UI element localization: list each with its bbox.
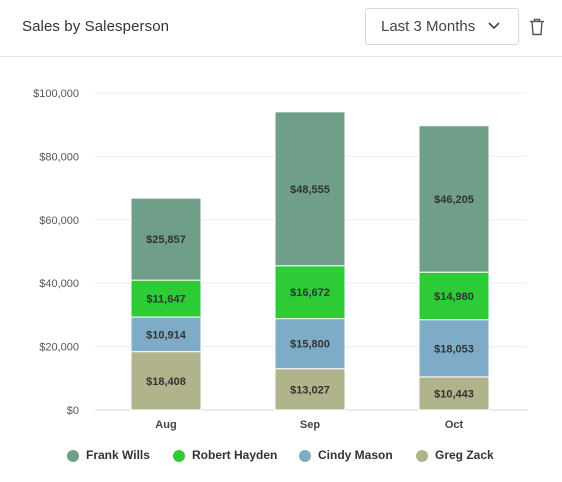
stacked-bar-chart: $0 $20,000 $40,000 $60,000 $80,000 $100,000 $1… [33, 88, 527, 431]
trash-icon[interactable] [529, 18, 545, 36]
bar-value-label: $16,672 [290, 287, 330, 299]
chart-legend: Frank Wills Robert Hayden Cindy Mason Greg … [0, 447, 562, 467]
legend-swatch [67, 450, 79, 462]
bar-segment [274, 265, 346, 320]
bar-value-label: $48,555 [290, 184, 330, 196]
y-tick-label: $40,000 [39, 278, 79, 290]
legend-label: Greg Zack [435, 448, 494, 462]
legend-swatch [173, 450, 185, 462]
bar-segment [130, 279, 202, 318]
x-category-label: Aug [155, 419, 176, 431]
bar-value-label: $18,053 [434, 343, 474, 355]
bar-segment [130, 316, 202, 353]
bar-segment [274, 368, 346, 411]
bar-segment [130, 351, 202, 411]
bar-segment [274, 318, 346, 370]
bar-value-label: $14,980 [434, 291, 474, 303]
legend-label: Cindy Mason [318, 448, 393, 462]
widget-header: Sales by Salesperson Last 3 Months [0, 0, 562, 57]
bar-value-label: $18,408 [146, 376, 186, 388]
legend-label: Frank Wills [86, 448, 150, 462]
bar-segment [130, 197, 202, 281]
legend-swatch [416, 450, 428, 462]
bar-value-label: $10,443 [434, 388, 474, 400]
bar-value-label: $10,914 [146, 329, 187, 341]
widget-title: Sales by Salesperson [22, 18, 170, 35]
y-tick-label: $80,000 [39, 151, 79, 163]
y-tick-label: $0 [67, 405, 79, 417]
date-range-select[interactable]: Last 3 Months [365, 8, 519, 45]
bar-value-label: $15,800 [290, 339, 330, 351]
bar-value-label: $11,647 [146, 294, 185, 306]
chevron-down-icon [488, 22, 500, 30]
x-category-label: Oct [445, 419, 464, 431]
legend-swatch [299, 450, 311, 462]
y-tick-label: $100,000 [33, 88, 79, 100]
bar-segment [274, 111, 346, 267]
date-range-value: Last 3 Months [381, 18, 476, 35]
bar-value-label: $25,857 [146, 234, 186, 246]
y-tick-label: $20,000 [39, 342, 79, 354]
bar-segment [418, 271, 490, 321]
bar-value-label: $46,205 [434, 194, 474, 206]
bar-segment [418, 319, 490, 378]
legend-label: Robert Hayden [192, 448, 278, 462]
bar-segment [418, 125, 490, 273]
bar-value-label: $13,027 [290, 384, 330, 396]
y-tick-label: $60,000 [39, 215, 79, 227]
x-category-label: Sep [300, 419, 320, 431]
